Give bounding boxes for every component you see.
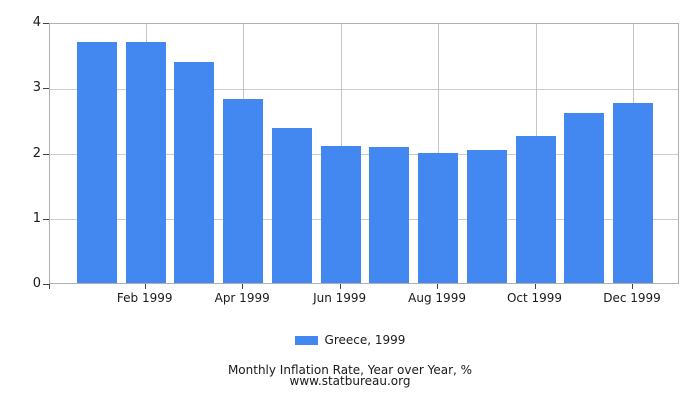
y-tick-4 <box>43 23 49 24</box>
chart-title: Monthly Inflation Rate, Year over Year, … <box>227 363 473 377</box>
bar-jan-1999 <box>77 41 117 283</box>
x-tick-label-oct-1999: Oct 1999 <box>506 291 563 305</box>
y-tick-1 <box>43 218 49 220</box>
x-tick-label-apr-1999: Apr 1999 <box>214 291 270 305</box>
x-tick-label-jun-1999: Jun 1999 <box>313 291 367 305</box>
bar-aug-1999 <box>418 153 459 283</box>
source-url: www.statbureau.org <box>289 374 411 388</box>
gridline-h-3 <box>50 88 678 90</box>
y-tick-3 <box>43 88 49 90</box>
gridline-h-2 <box>50 154 678 155</box>
bar-mar-1999 <box>174 61 215 283</box>
x-tick-origin <box>49 284 50 289</box>
legend-label: Greece, 1999 <box>324 333 406 347</box>
bar-jul-1999 <box>369 146 410 283</box>
legend-swatch <box>294 335 318 345</box>
y-tick-label-0: 0 <box>32 276 41 291</box>
y-tick-label-1: 1 <box>32 210 41 226</box>
x-tick-jun-1999 <box>339 284 341 289</box>
gridline-h-1 <box>50 219 678 221</box>
x-tick-dec-1999 <box>632 284 633 289</box>
plot-area <box>49 23 679 284</box>
bar-oct-1999 <box>515 136 556 283</box>
y-tick-2 <box>43 153 49 155</box>
bar-nov-1999 <box>564 112 605 283</box>
x-tick-oct-1999 <box>534 284 536 289</box>
x-tick-feb-1999 <box>144 284 146 289</box>
bar-jun-1999 <box>320 145 361 283</box>
y-tick-0 <box>43 284 49 285</box>
y-tick-label-3: 3 <box>32 80 41 96</box>
bar-dec-1999 <box>613 102 653 283</box>
legend: Greece, 1999 <box>0 333 700 347</box>
x-tick-label-dec-1999: Dec 1999 <box>603 291 661 305</box>
x-tick-label-feb-1999: Feb 1999 <box>116 291 173 305</box>
x-tick-aug-1999 <box>437 284 439 289</box>
y-tick-label-4: 4 <box>32 15 41 30</box>
x-tick-apr-1999 <box>242 284 244 289</box>
bar-may-1999 <box>271 127 312 283</box>
bar-apr-1999 <box>223 99 264 283</box>
bar-feb-1999 <box>125 42 166 283</box>
bar-sep-1999 <box>466 149 507 283</box>
y-tick-label-2: 2 <box>32 145 41 161</box>
x-tick-label-aug-1999: Aug 1999 <box>408 291 466 305</box>
chart-footer: Monthly Inflation Rate, Year over Year, … <box>0 363 700 388</box>
